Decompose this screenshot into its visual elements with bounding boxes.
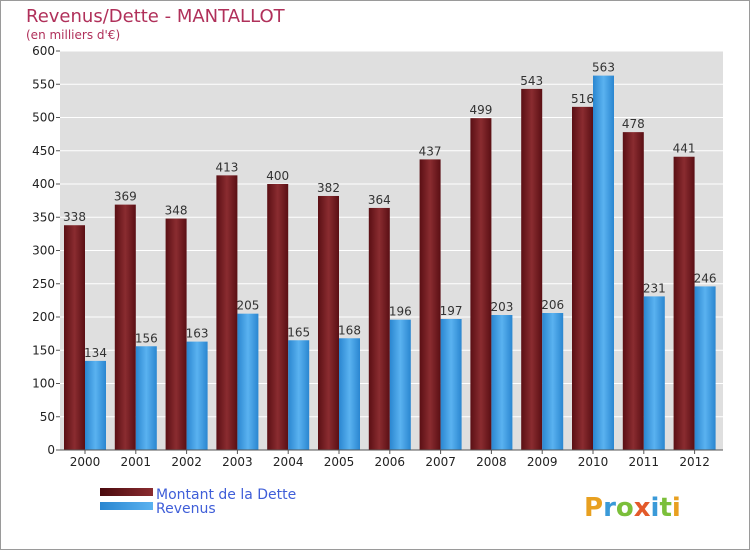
bar-debt-2006 bbox=[368, 207, 390, 450]
bar-debt-2000 bbox=[64, 225, 85, 450]
bar-revenus-2012 bbox=[694, 286, 716, 450]
y-tick-label: 600 bbox=[32, 44, 55, 58]
x-tick-label-2006: 2006 bbox=[375, 455, 406, 469]
y-axis-ticks: 0 50 100 150 200 250 300 350 400 450 500 550 600 bbox=[32, 44, 60, 457]
bar-debt-2009 bbox=[521, 88, 543, 450]
data-label-revenus-2004: 165 bbox=[287, 325, 310, 339]
bar-revenus-2009 bbox=[542, 313, 564, 450]
bar-revenus-2003 bbox=[237, 313, 259, 450]
data-label-debt-2001: 369 bbox=[114, 190, 137, 204]
data-label-revenus-2008: 203 bbox=[490, 300, 513, 314]
bar-revenus-2008 bbox=[491, 315, 513, 450]
bar-revenus-2011 bbox=[643, 296, 665, 450]
data-label-revenus-2007: 197 bbox=[440, 304, 463, 318]
x-tick-label-2004: 2004 bbox=[273, 455, 304, 469]
data-label-revenus-2006: 196 bbox=[389, 305, 412, 319]
data-label-revenus-2012: 246 bbox=[694, 271, 717, 285]
data-label-revenus-2009: 206 bbox=[541, 298, 564, 312]
y-tick-label: 400 bbox=[32, 177, 55, 191]
legend: Montant de la Dette Revenus bbox=[100, 487, 296, 517]
legend-swatch-revenus bbox=[100, 502, 153, 510]
legend-label-revenus: Revenus bbox=[156, 501, 216, 517]
chart-subtitle: (en milliers d'€) bbox=[26, 28, 120, 42]
bar-revenus-2001 bbox=[135, 346, 157, 450]
x-tick-label-2012: 2012 bbox=[679, 455, 710, 469]
y-tick-label: 150 bbox=[32, 343, 55, 357]
data-label-debt-2000: 338 bbox=[63, 210, 86, 224]
y-tick-label: 500 bbox=[32, 111, 55, 125]
data-label-debt-2008: 499 bbox=[469, 103, 492, 117]
data-label-debt-2006: 364 bbox=[368, 193, 391, 207]
data-label-revenus-2002: 163 bbox=[186, 327, 209, 341]
x-tick-label-2000: 2000 bbox=[70, 455, 101, 469]
bar-revenus-2002 bbox=[186, 341, 208, 450]
bar-debt-2007 bbox=[419, 159, 441, 450]
data-label-revenus-2010: 563 bbox=[592, 61, 615, 75]
data-label-debt-2012: 441 bbox=[673, 142, 696, 156]
bar-debt-2004 bbox=[267, 184, 289, 450]
x-axis-ticks: 2000 2001 2002 2003 2004 2005 2006 2007 2008 2009… bbox=[70, 450, 710, 469]
data-label-debt-2005: 382 bbox=[317, 181, 340, 195]
bar-revenus-2000 bbox=[85, 360, 106, 450]
x-tick-label-2003: 2003 bbox=[222, 455, 253, 469]
y-tick-label: 0 bbox=[47, 443, 55, 457]
x-tick-label-2002: 2002 bbox=[171, 455, 202, 469]
x-tick-label-2009: 2009 bbox=[527, 455, 558, 469]
bar-debt-2002 bbox=[165, 218, 187, 450]
bar-debt-2010 bbox=[572, 106, 593, 451]
data-label-revenus-2000: 134 bbox=[84, 346, 107, 360]
proxiti-logo: Proxiti bbox=[584, 493, 681, 523]
data-label-revenus-2003: 205 bbox=[236, 299, 259, 313]
bars bbox=[64, 75, 716, 451]
y-tick-label: 100 bbox=[32, 377, 55, 391]
y-tick-label: 300 bbox=[32, 244, 55, 258]
bar-revenus-2010 bbox=[593, 75, 614, 450]
data-label-debt-2009: 543 bbox=[520, 74, 543, 88]
data-labels: 338 134 369 156 348 163 413 205 400 165 382 168 364 1… bbox=[63, 61, 717, 360]
x-tick-label-2008: 2008 bbox=[476, 455, 507, 469]
data-label-revenus-2005: 168 bbox=[338, 323, 361, 337]
legend-swatch-debt bbox=[100, 488, 153, 496]
x-tick-label-2007: 2007 bbox=[425, 455, 456, 469]
data-label-debt-2002: 348 bbox=[165, 204, 188, 218]
svg-text:Proxiti: Proxiti bbox=[584, 493, 681, 523]
legend-label-debt: Montant de la Dette bbox=[156, 487, 296, 503]
bar-revenus-2007 bbox=[440, 318, 462, 450]
data-label-debt-2007: 437 bbox=[419, 144, 442, 158]
bar-revenus-2004 bbox=[288, 340, 310, 450]
data-label-debt-2010: 516 bbox=[571, 92, 594, 106]
y-tick-label: 450 bbox=[32, 144, 55, 158]
y-tick-label: 250 bbox=[32, 277, 55, 291]
bar-debt-2001 bbox=[114, 204, 136, 450]
y-tick-label: 50 bbox=[40, 410, 55, 424]
bar-debt-2003 bbox=[216, 175, 238, 451]
y-tick-label: 550 bbox=[32, 77, 55, 91]
bar-debt-2005 bbox=[318, 195, 339, 450]
x-tick-label-2011: 2011 bbox=[629, 455, 660, 469]
x-tick-label-2010: 2010 bbox=[578, 455, 609, 469]
x-tick-label-2001: 2001 bbox=[121, 455, 152, 469]
data-label-revenus-2001: 156 bbox=[135, 331, 158, 345]
data-label-revenus-2011: 231 bbox=[643, 281, 666, 295]
y-tick-label: 350 bbox=[32, 210, 55, 224]
x-tick-label-2005: 2005 bbox=[324, 455, 355, 469]
bar-debt-2012 bbox=[673, 156, 695, 451]
bar-debt-2008 bbox=[470, 118, 492, 450]
bar-revenus-2006 bbox=[389, 319, 411, 450]
bar-debt-2011 bbox=[622, 132, 644, 450]
data-label-debt-2011: 478 bbox=[622, 117, 645, 131]
y-tick-label: 200 bbox=[32, 310, 55, 324]
bar-revenus-2005 bbox=[339, 338, 360, 450]
data-label-debt-2004: 400 bbox=[266, 169, 289, 183]
data-label-debt-2003: 413 bbox=[215, 160, 238, 174]
chart-title: Revenus/Dette - MANTALLOT bbox=[26, 6, 286, 27]
